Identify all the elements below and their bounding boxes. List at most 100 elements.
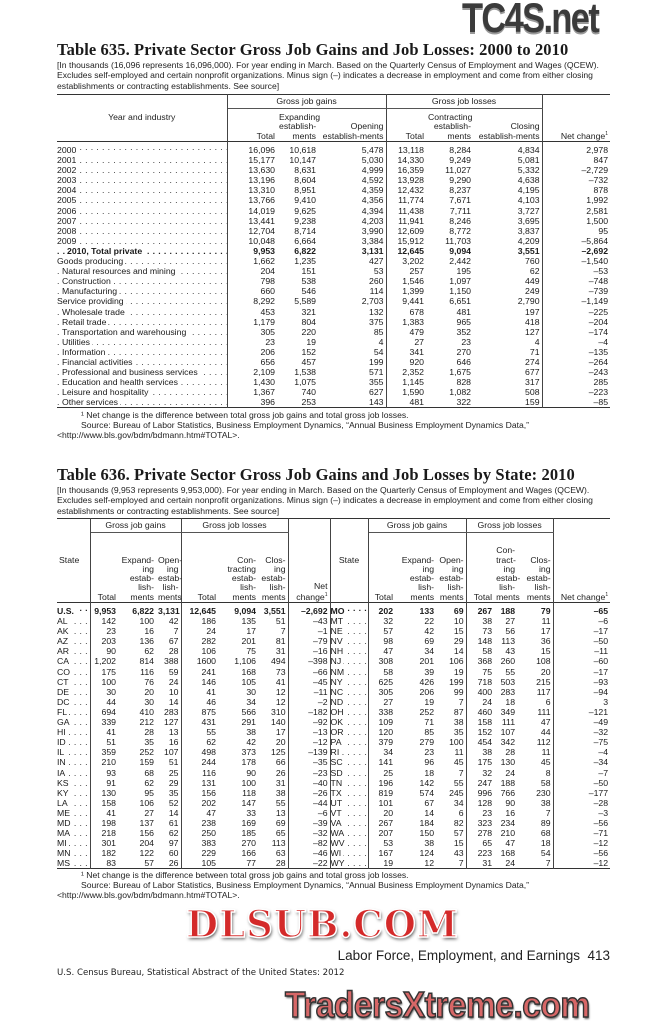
- value-cell: 158: [477, 717, 493, 728]
- row-label: Transportation and warehousing: [62, 326, 189, 337]
- header-opening: Open- ing estab- lish- ments: [156, 532, 182, 603]
- value-cell: –85: [593, 397, 609, 408]
- value-cell: 13,441: [248, 215, 275, 226]
- header-gains-total: Total: [97, 591, 116, 602]
- value-cell: 12,609: [397, 225, 425, 236]
- value-cell: 130: [500, 757, 516, 768]
- footnote-marker: 1: [605, 130, 609, 137]
- value-cell: 503: [500, 676, 516, 687]
- value-cell: 426: [419, 676, 435, 687]
- value-cell: 10,048: [248, 235, 275, 246]
- value-cell: 175: [477, 757, 493, 768]
- value-cell: 574: [419, 787, 435, 798]
- header-net-change-text: Net change: [296, 580, 328, 602]
- value-cell: –65: [593, 606, 609, 616]
- value-cell: –135: [588, 346, 609, 357]
- value-cell: 8,951: [294, 185, 316, 196]
- value-cell: 449: [473, 276, 543, 287]
- value-cell: 28: [144, 727, 154, 738]
- state-cell: WY: [330, 858, 369, 869]
- value-cell: 6: [436, 807, 467, 818]
- state-cell: CA: [57, 656, 91, 667]
- value-cell: 6: [517, 696, 554, 707]
- value-cell: 135: [241, 616, 257, 627]
- value-cell: 310: [258, 706, 289, 718]
- header-opening: Opening establish-ments: [318, 108, 387, 142]
- source-url[interactable]: <http://www.bls.gov/bdm/bdmann.htm#TOTAL…: [57, 890, 240, 900]
- value-cell: 203: [101, 636, 117, 647]
- state-cell: HI: [57, 727, 91, 738]
- value-cell: 1,383: [402, 316, 425, 327]
- value-cell: 4,209: [473, 235, 543, 246]
- value-cell: –32: [288, 828, 331, 839]
- value-cell: 58: [517, 777, 554, 788]
- value-cell: 7: [436, 858, 467, 869]
- value-cell: 11,941: [398, 215, 425, 226]
- row-label-cell: Retail trade: [57, 316, 228, 327]
- state-cell: LA: [57, 797, 91, 808]
- state-cell: UT: [330, 797, 369, 808]
- value-cell: –71: [593, 828, 609, 839]
- state-label: FL: [57, 706, 70, 717]
- state-label: MO: [330, 606, 347, 616]
- value-cell: 13,310: [248, 185, 275, 196]
- value-cell: 30: [246, 686, 257, 697]
- state-label: UT: [330, 797, 345, 808]
- source-url[interactable]: <http://www.bls.gov/bdm/bdmann.htm#TOTAL…: [57, 430, 240, 440]
- value-cell: 28: [505, 747, 516, 758]
- value-cell: 210: [500, 828, 516, 839]
- value-cell: 34: [424, 646, 435, 657]
- value-cell: 1,500: [586, 215, 609, 226]
- row-label: 2007: [57, 215, 79, 226]
- row-label-cell: 2003: [57, 175, 228, 186]
- value-cell: 270: [456, 346, 472, 357]
- value-cell: 204: [139, 838, 155, 849]
- value-cell: 100: [436, 737, 467, 748]
- value-cell: 196: [378, 777, 394, 788]
- header-state-left: State: [57, 518, 91, 603]
- value-cell: 68: [144, 767, 154, 778]
- value-cell: 396: [260, 397, 276, 408]
- value-cell: –182: [288, 706, 331, 718]
- value-cell: 766: [500, 787, 516, 798]
- state-cell: SC: [330, 757, 369, 768]
- value-cell: 12,432: [397, 185, 425, 196]
- value-cell: 215: [517, 676, 554, 687]
- value-cell: 188: [500, 606, 516, 616]
- value-cell: 11: [517, 616, 554, 627]
- value-cell: –16: [288, 646, 331, 657]
- value-cell: 100: [101, 676, 117, 687]
- value-cell: 460: [477, 706, 493, 717]
- value-cell: –26: [288, 787, 331, 798]
- value-cell: –46: [288, 848, 331, 859]
- value-cell: 38: [482, 747, 493, 758]
- value-cell: 113: [501, 636, 516, 647]
- value-cell: 7: [436, 696, 467, 707]
- state-label: AK: [57, 626, 71, 637]
- state-label: MS: [57, 858, 73, 869]
- value-cell: 87: [436, 706, 467, 718]
- value-cell: 8,604: [294, 175, 316, 186]
- row-label: 2000: [57, 145, 79, 155]
- value-cell: –174: [588, 326, 609, 337]
- value-cell: 14,019: [248, 205, 275, 216]
- source-note: Source: Bureau of Labor Statistics, Busi…: [81, 880, 530, 890]
- value-cell: 44: [517, 727, 554, 738]
- value-cell: 220: [301, 326, 317, 337]
- state-label: AL: [57, 616, 70, 627]
- value-cell: 2,109: [253, 367, 275, 378]
- state-cell: ME: [57, 807, 91, 818]
- value-cell: 212: [139, 717, 155, 728]
- value-cell: 137: [139, 817, 155, 828]
- row-label: Manufacturing: [62, 286, 120, 297]
- value-cell: 819: [378, 787, 394, 798]
